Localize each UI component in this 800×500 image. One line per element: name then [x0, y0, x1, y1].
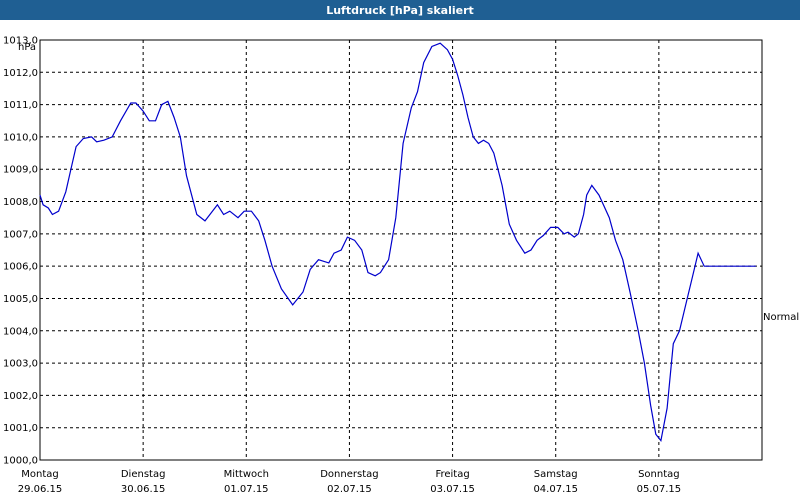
x-tick-day: Montag	[21, 469, 58, 480]
x-tick-date: 02.07.15	[327, 484, 372, 495]
y-tick-label: 1013,0	[3, 36, 38, 47]
plot-frame	[39, 39, 763, 461]
chart-area: 1000,0 1001,0 1002,0 1003,0 1004,0 1005,0 1006…	[3, 36, 799, 496]
y-tick-label: 1002,0	[3, 391, 38, 402]
chart-title: Luftdruck [hPa] skaliert	[0, 0, 800, 20]
y-tick-label: 1003,0	[3, 359, 38, 370]
y-tick-label: 1004,0	[3, 326, 38, 337]
x-tick-day: Dienstag	[121, 469, 166, 480]
y-tick-label: 1010,0	[3, 132, 38, 143]
x-tick-date: 03.07.15	[430, 484, 475, 495]
y-tick-label: 1000,0	[3, 456, 38, 467]
y-tick-label: 1012,0	[3, 68, 38, 79]
reference-label: Normal	[763, 312, 799, 323]
x-tick-day: Freitag	[435, 469, 469, 480]
y-tick-label: 1007,0	[3, 229, 38, 240]
x-tick-day: Mittwoch	[224, 469, 269, 480]
x-tick-day: Donnerstag	[320, 469, 378, 480]
x-tick-date: 05.07.15	[637, 484, 682, 495]
y-tick-label: 1011,0	[3, 100, 38, 111]
x-tick-date: 29.06.15	[18, 484, 63, 495]
y-tick-label: 1005,0	[3, 294, 38, 305]
y-tick-label: 1001,0	[3, 423, 38, 434]
pressure-series-line	[39, 42, 756, 442]
x-tick-day: Sonntag	[638, 469, 680, 480]
x-tick-date: 01.07.15	[224, 484, 269, 495]
x-tick-day: Samstag	[534, 469, 578, 480]
x-tick-date: 04.07.15	[533, 484, 578, 495]
y-axis-label: hPa	[18, 42, 36, 53]
y-tick-label: 1008,0	[3, 197, 38, 208]
y-tick-label: 1009,0	[3, 165, 38, 176]
x-tick-date: 30.06.15	[121, 484, 166, 495]
y-tick-label: 1006,0	[3, 262, 38, 273]
